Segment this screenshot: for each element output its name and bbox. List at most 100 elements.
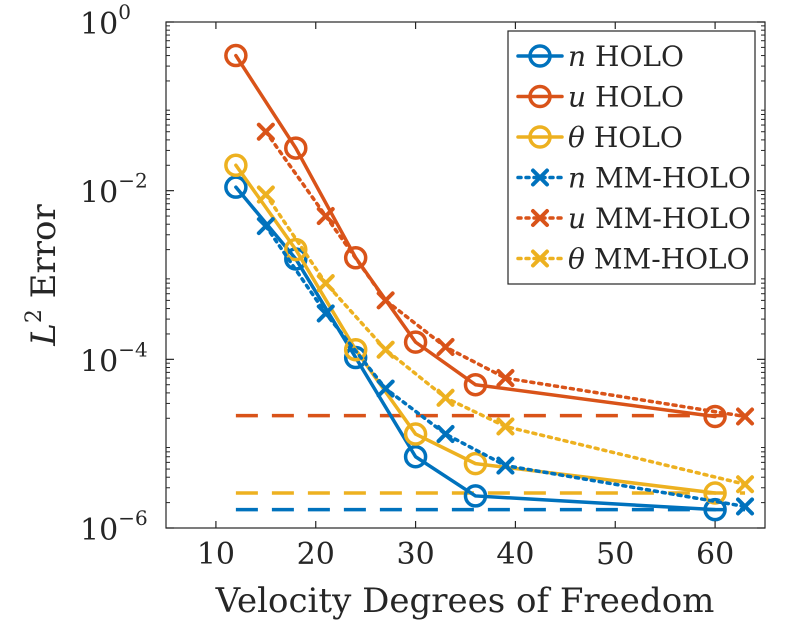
series-4 (256, 122, 755, 426)
x-tick-label-1: 20 (297, 537, 335, 572)
data-point-3-2-stroke-b (376, 379, 395, 398)
data-point-4-5 (736, 407, 755, 426)
x-tick-label-0: 10 (197, 537, 235, 572)
data-point-1-2 (343, 246, 368, 270)
legend-var-0: n (568, 40, 586, 73)
legend-marker-4 (531, 209, 549, 227)
data-point-1-3 (403, 330, 428, 354)
legend-label-3: n MM-HOLO (568, 162, 751, 195)
data-point-5-4-stroke-b (496, 417, 515, 436)
legend-marker-3-stroke-b (531, 168, 549, 187)
legend-method-2: HOLO (594, 121, 683, 154)
y-tick-base-0: 10 (80, 513, 118, 548)
y-axis-label: L2 Error (22, 204, 64, 347)
data-point-4-1-stroke-b (316, 207, 335, 226)
y-tick-label-0: 10−6 (80, 506, 148, 548)
series-layer (224, 43, 755, 522)
data-point-3-3 (436, 425, 455, 444)
data-point-4-2 (376, 291, 395, 310)
x-tick-label-3: 40 (496, 537, 534, 572)
data-point-0-5 (703, 497, 727, 522)
data-point-1-5 (703, 404, 727, 429)
data-point-3-5-stroke-b (736, 497, 755, 516)
y-axis-label-base: L (24, 323, 64, 347)
y-tick-exp-3: 0 (118, 0, 131, 24)
y-tick-base-2: 10 (80, 176, 118, 211)
y-tick-base-1: 10 (80, 344, 118, 379)
y-tick-exp-1: −4 (118, 337, 147, 361)
data-point-0-4 (463, 484, 488, 508)
data-point-5-5-stroke-b (736, 475, 755, 494)
x-tick-label-2: 30 (396, 537, 434, 572)
data-point-2-1 (284, 237, 308, 262)
legend-var-3: n (568, 162, 586, 195)
data-point-5-1-stroke-b (316, 274, 335, 293)
data-point-5-2-stroke-b (376, 340, 395, 359)
data-point-5-0 (256, 185, 275, 204)
legend-entry-5: θ MM-HOLO (516, 243, 750, 276)
legend-label-1: u HOLO (568, 81, 684, 114)
legend-marker-5 (531, 249, 549, 268)
data-point-3-4 (496, 456, 515, 475)
data-point-4-2-stroke-b (376, 291, 395, 310)
data-point-5-3 (436, 388, 455, 407)
data-point-1-1 (284, 136, 308, 160)
data-point-5-2 (376, 340, 395, 359)
y-tick-label-1: 10−4 (80, 337, 148, 379)
data-point-3-1 (316, 304, 335, 323)
data-point-4-3-stroke-b (436, 338, 455, 357)
data-point-4-5-stroke-b (736, 407, 755, 426)
legend-method-3: MM-HOLO (595, 162, 751, 195)
data-point-4-4 (496, 369, 515, 388)
legend-var-2: θ (568, 121, 585, 154)
data-point-3-2 (376, 379, 395, 398)
data-point-4-4-stroke-b (496, 369, 515, 388)
legend-entry-4: u MM-HOLO (516, 202, 751, 235)
data-point-0-3 (403, 444, 428, 469)
legend-entry-3: n MM-HOLO (516, 162, 751, 195)
data-point-3-3-stroke-b (436, 425, 455, 444)
data-point-0-0 (224, 175, 248, 199)
data-point-5-4 (496, 417, 515, 436)
data-point-2-0 (224, 153, 248, 178)
data-point-3-0 (256, 217, 275, 236)
data-point-5-3-stroke-b (436, 388, 455, 407)
y-tick-base-3: 10 (80, 7, 118, 42)
y-axis-label-rest: Error (24, 204, 64, 310)
legend-entry-0: n HOLO (516, 40, 684, 73)
data-point-3-5 (736, 497, 755, 516)
legend-label-5: θ MM-HOLO (568, 243, 750, 276)
legend-label-2: θ HOLO (568, 121, 683, 154)
legend-var-1: u (568, 81, 586, 114)
y-tick-exp-2: −2 (118, 169, 147, 193)
legend-marker-2 (528, 125, 552, 149)
data-point-2-3 (403, 422, 428, 446)
legend-method-0: HOLO (595, 40, 684, 73)
x-ticks: 10 20 30 40 50 60 (197, 22, 734, 572)
data-point-2-2 (343, 337, 368, 362)
legend-method-5: MM-HOLO (594, 243, 750, 276)
legend-marker-3 (531, 168, 549, 187)
series-line-3 (264, 224, 747, 509)
data-point-3-1-stroke-b (316, 304, 335, 323)
data-point-4-0-stroke-b (256, 122, 275, 141)
data-point-2-4 (463, 451, 488, 476)
data-point-1-4 (463, 372, 488, 397)
data-point-5-5 (736, 475, 755, 494)
x-axis-label: Velocity Degrees of Freedom (215, 581, 715, 621)
legend-marker-0 (528, 44, 552, 68)
legend-entry-1: u HOLO (516, 81, 684, 114)
legend-label-0: n HOLO (568, 40, 684, 73)
series-3 (256, 217, 755, 516)
data-point-4-3 (436, 338, 455, 357)
legend-method-4: MM-HOLO (595, 202, 751, 235)
series-5 (256, 185, 755, 494)
y-tick-label-2: 10−2 (80, 169, 148, 211)
axes-box (165, 21, 766, 529)
series-line-5 (264, 192, 747, 487)
y-axis-label-sup: 2 (22, 309, 47, 323)
y-tick-exp-0: −6 (118, 506, 147, 530)
data-point-3-4-stroke-b (496, 456, 515, 475)
